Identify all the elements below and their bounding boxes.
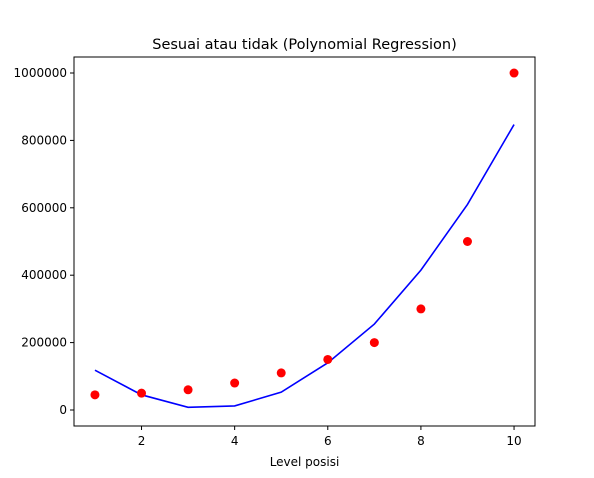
plot-area bbox=[90, 68, 519, 409]
y-axis: 0 200000 400000 600000 800000 1000000 bbox=[14, 66, 74, 417]
x-axis: 2 4 6 8 10 bbox=[138, 426, 522, 448]
data-point bbox=[416, 304, 426, 314]
data-point bbox=[276, 368, 286, 378]
chart-title: Sesuai atau tidak (Polynomial Regression… bbox=[152, 37, 457, 53]
data-point bbox=[230, 378, 240, 388]
y-tick-label: 0 bbox=[59, 403, 67, 417]
data-point bbox=[90, 390, 100, 400]
y-tick-label: 1000000 bbox=[14, 66, 67, 80]
y-tick-label: 200000 bbox=[21, 336, 67, 350]
data-point bbox=[137, 388, 147, 398]
x-tick-label: 6 bbox=[324, 434, 332, 448]
data-point bbox=[462, 237, 472, 246]
x-tick-label: 2 bbox=[138, 434, 146, 448]
data-point bbox=[509, 68, 519, 78]
y-tick-label: 600000 bbox=[21, 201, 67, 215]
plot-frame bbox=[73, 56, 536, 427]
y-tick-label: 400000 bbox=[21, 268, 67, 282]
x-tick-label: 4 bbox=[231, 434, 239, 448]
regression-line bbox=[94, 124, 515, 409]
x-tick-label: 8 bbox=[417, 434, 425, 448]
data-point bbox=[369, 338, 379, 348]
data-point bbox=[323, 354, 333, 364]
x-tick-label: 10 bbox=[506, 434, 521, 448]
x-axis-label: Level posisi bbox=[270, 455, 340, 469]
y-tick-label: 800000 bbox=[21, 133, 67, 147]
data-point bbox=[183, 385, 193, 395]
